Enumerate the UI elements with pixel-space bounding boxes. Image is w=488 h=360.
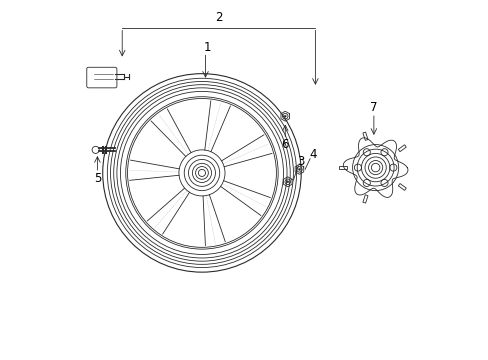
Circle shape <box>298 168 300 170</box>
Circle shape <box>286 181 288 183</box>
Circle shape <box>284 115 285 117</box>
Text: 1: 1 <box>203 41 211 54</box>
Text: 5: 5 <box>94 172 101 185</box>
Text: 2: 2 <box>215 11 222 24</box>
Text: 4: 4 <box>308 148 316 161</box>
Text: 6: 6 <box>281 138 288 151</box>
Text: 7: 7 <box>369 101 377 114</box>
Text: 3: 3 <box>297 155 305 168</box>
